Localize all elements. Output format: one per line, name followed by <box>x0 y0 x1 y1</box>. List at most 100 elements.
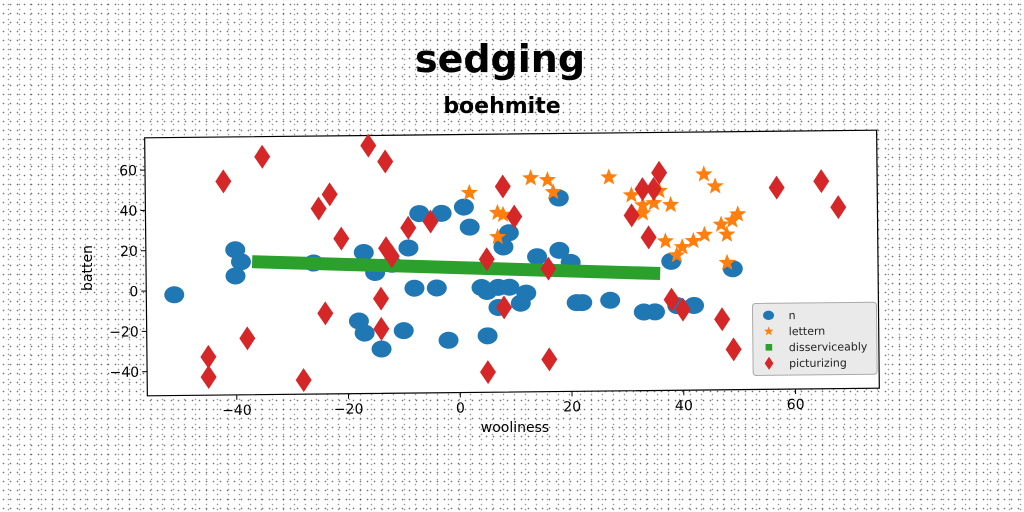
chart-title: sedging <box>415 37 585 81</box>
series-picturizing-point <box>310 196 327 221</box>
series-n-point <box>510 294 531 312</box>
series-lettern-point <box>656 232 674 249</box>
y-tick-label: 40 <box>120 203 138 219</box>
x-tick-label: 40 <box>675 398 693 414</box>
series-n-point <box>549 241 570 259</box>
series-picturizing-point <box>663 287 680 312</box>
series-picturizing-point <box>494 174 511 199</box>
series-picturizing <box>200 133 847 393</box>
x-tick-label: 60 <box>787 397 805 413</box>
series-n-point <box>230 253 251 271</box>
series-picturizing-point <box>478 247 495 272</box>
series-lettern-point <box>695 225 714 243</box>
axis-ticks: −40 −20 0 20 40 60 −40 −20 0 20 40 60 <box>109 163 805 419</box>
legend-label: disserviceably <box>789 340 868 354</box>
series-picturizing-point <box>674 297 691 322</box>
series-picturizing-point <box>200 365 217 390</box>
series-n-point <box>572 294 593 312</box>
series-n-point <box>393 322 414 340</box>
series-picturizing-point <box>377 149 394 174</box>
legend-label: n <box>788 309 795 322</box>
series-lettern-point <box>460 183 478 201</box>
series-picturizing-point <box>634 177 651 202</box>
series-lettern-point <box>684 231 702 249</box>
legend-marker <box>763 310 775 320</box>
series-n-point <box>459 218 480 236</box>
x-tick-label: 0 <box>456 401 465 417</box>
series-picturizing-point <box>651 160 668 185</box>
series-n-point <box>644 303 665 321</box>
series-picturizing-point <box>373 316 390 341</box>
series-picturizing-point <box>830 195 847 220</box>
series-lettern-point <box>706 177 724 194</box>
series-n-point <box>354 324 375 342</box>
legend-label: lettern <box>789 325 826 338</box>
series-n-point <box>477 327 498 345</box>
x-axis-label: wooliness <box>481 420 549 436</box>
series-picturizing-point <box>317 301 334 326</box>
legend-marker <box>764 356 774 370</box>
series-picturizing-point <box>541 347 558 372</box>
series-lettern-point <box>634 204 652 221</box>
series-n-point <box>431 204 452 222</box>
series-lettern-point <box>600 168 618 185</box>
series-lettern-point <box>544 183 562 200</box>
series-picturizing-point <box>623 203 640 228</box>
y-tick-label: 60 <box>119 163 137 179</box>
series-n-point <box>225 267 246 285</box>
series-n-point <box>426 279 447 297</box>
legend-label: picturizing <box>789 356 847 370</box>
series-n-point <box>164 286 185 304</box>
series-picturizing-point <box>645 176 662 201</box>
series-picturizing-point <box>254 144 271 169</box>
series-n-point <box>499 278 520 296</box>
series-picturizing-point <box>725 337 742 362</box>
series-n-point <box>493 238 514 256</box>
series-lettern-point <box>723 211 741 228</box>
series-lettern-point <box>634 196 652 213</box>
chart-subtitle: boehmite <box>443 94 560 119</box>
series-lettern-point <box>494 205 512 223</box>
series-lettern-point <box>718 253 736 271</box>
series-disserviceably <box>251 255 661 281</box>
series-picturizing-point <box>479 360 496 385</box>
series-picturizing-point <box>422 209 439 234</box>
series-n-point <box>438 331 459 349</box>
series-n-point <box>353 243 374 261</box>
series-picturizing-point <box>813 169 830 194</box>
series-lettern-point <box>522 169 540 186</box>
x-tick-label: −40 <box>222 403 252 419</box>
series-disserviceably-line <box>251 255 661 281</box>
x-tick-label: 20 <box>563 399 581 415</box>
series-n-point <box>404 279 425 297</box>
series-lettern-point <box>489 227 507 245</box>
series-picturizing-point <box>400 215 417 240</box>
legend-marker <box>765 343 773 351</box>
series-picturizing-point <box>640 225 657 250</box>
series-lettern <box>460 165 747 271</box>
series-n-point <box>409 205 430 223</box>
series-n-point <box>371 340 392 358</box>
series-picturizing-point <box>200 344 217 369</box>
series-lettern-point <box>622 186 640 203</box>
plot-area: −40 −20 0 20 40 60 −40 −20 0 20 40 60 n lettern disse… <box>109 129 880 419</box>
y-tick-label: −40 <box>109 365 139 381</box>
series-picturizing-point <box>239 326 256 351</box>
series-picturizing-point <box>360 133 377 158</box>
series-picturizing-point <box>496 295 513 320</box>
data-marks <box>164 133 847 393</box>
series-lettern-point <box>673 238 691 255</box>
series-picturizing-point <box>373 286 390 311</box>
y-tick-label: 0 <box>129 284 138 300</box>
series-picturizing-point <box>506 204 523 229</box>
y-tick-label: 20 <box>120 244 138 260</box>
series-n-point <box>453 198 474 216</box>
series-picturizing-point <box>768 175 785 200</box>
series-n-point <box>527 248 548 266</box>
legend-box <box>751 301 878 376</box>
series-picturizing-point <box>540 256 557 281</box>
series-lettern-point <box>712 215 730 232</box>
legend: n lettern disserviceably picturizing <box>751 301 878 376</box>
series-picturizing-point <box>333 226 350 251</box>
